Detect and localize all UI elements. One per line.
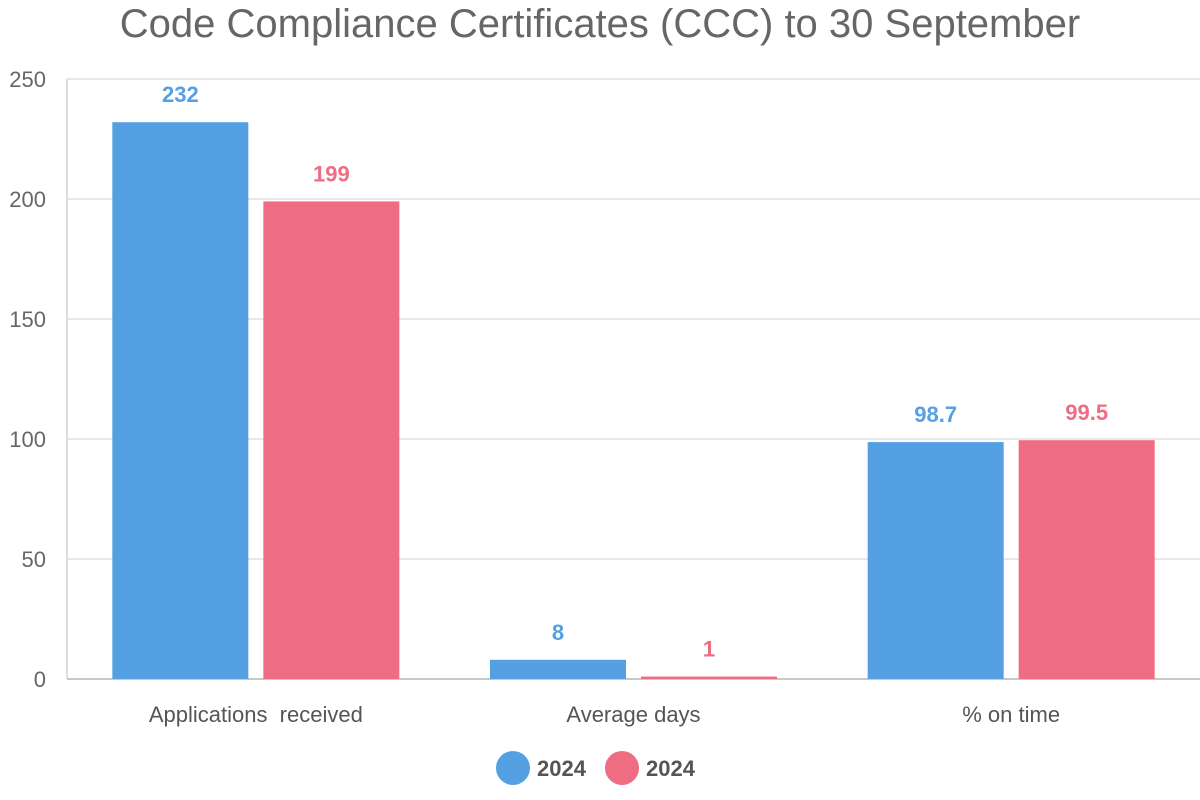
- gridlines: [67, 78, 1200, 560]
- bar: [1018, 440, 1155, 679]
- legend-label[interactable]: 2024: [646, 756, 696, 781]
- y-tick-label: 100: [9, 427, 46, 452]
- y-tick-label: 50: [22, 547, 46, 572]
- legend: 2024 2024: [496, 751, 696, 785]
- y-tick-label: 200: [9, 187, 46, 212]
- axes: 0 50 100 150 200 250 Applications received Aver…: [9, 67, 1200, 727]
- x-category-label: Applications received: [149, 702, 363, 727]
- data-label: 232: [162, 82, 199, 107]
- bar: [112, 122, 249, 679]
- data-label: 99.5: [1065, 400, 1108, 425]
- bars: [112, 122, 1155, 679]
- bar: [867, 442, 1004, 679]
- x-category-label: Average days: [566, 702, 700, 727]
- legend-marker[interactable]: [605, 751, 639, 785]
- bar: [641, 676, 777, 679]
- data-label: 98.7: [914, 402, 957, 427]
- data-label: 1: [703, 637, 715, 662]
- bar: [490, 659, 626, 679]
- legend-marker[interactable]: [496, 751, 530, 785]
- data-labels: 232 199 8 1 98.7 99.5: [162, 82, 1108, 661]
- data-label: 199: [313, 161, 350, 186]
- x-category-label: % on time: [962, 702, 1060, 727]
- chart-title: Code Compliance Certificates (CCC) to 30…: [120, 2, 1080, 46]
- legend-label[interactable]: 2024: [537, 756, 587, 781]
- y-tick-label: 150: [9, 307, 46, 332]
- y-tick-label: 250: [9, 67, 46, 92]
- data-label: 8: [552, 620, 564, 645]
- bar: [263, 201, 400, 679]
- y-tick-label: 0: [34, 667, 46, 692]
